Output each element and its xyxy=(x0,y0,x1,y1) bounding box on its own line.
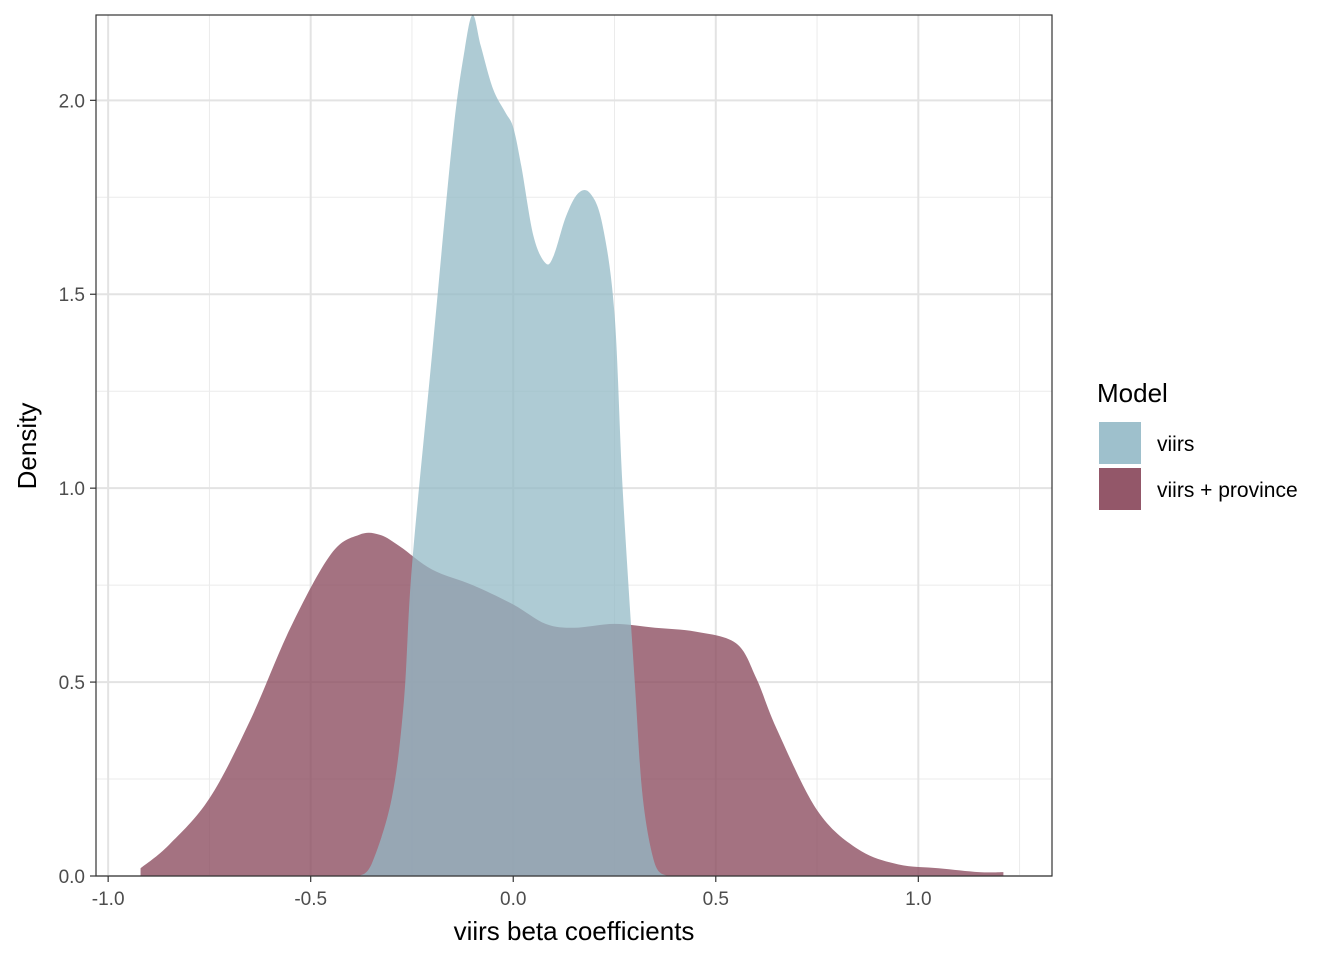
y-tick-label: 1.0 xyxy=(59,479,85,500)
density-area-viirs xyxy=(359,14,668,876)
legend-label: viirs xyxy=(1157,433,1194,456)
y-tick-label: 2.0 xyxy=(59,91,85,112)
legend-key-swatch xyxy=(1099,468,1141,510)
series-layer xyxy=(140,14,1004,876)
x-tick-label: -0.5 xyxy=(294,889,327,910)
y-tick-label: 0.0 xyxy=(59,867,85,888)
x-tick-label: 0.0 xyxy=(500,889,526,910)
panel-border xyxy=(95,14,1053,877)
x-tick-label: 0.5 xyxy=(703,889,729,910)
x-tick-label: 1.0 xyxy=(905,889,931,910)
legend: Model viirs viirs + province xyxy=(1097,378,1298,510)
legend-title: Model xyxy=(1097,378,1168,408)
legend-key-swatch xyxy=(1099,422,1141,464)
y-tick-label: 0.5 xyxy=(59,673,85,694)
y-axis-title: Density xyxy=(12,403,42,490)
x-axis: -1.0 -0.5 0.0 0.5 1.0 xyxy=(92,876,932,910)
y-axis: 0.0 0.5 1.0 1.5 2.0 xyxy=(59,91,96,888)
y-tick-label: 1.5 xyxy=(59,285,85,306)
x-axis-title: viirs beta coefficients xyxy=(454,916,695,946)
legend-label: viirs + province xyxy=(1157,479,1298,502)
x-tick-label: -1.0 xyxy=(92,889,125,910)
